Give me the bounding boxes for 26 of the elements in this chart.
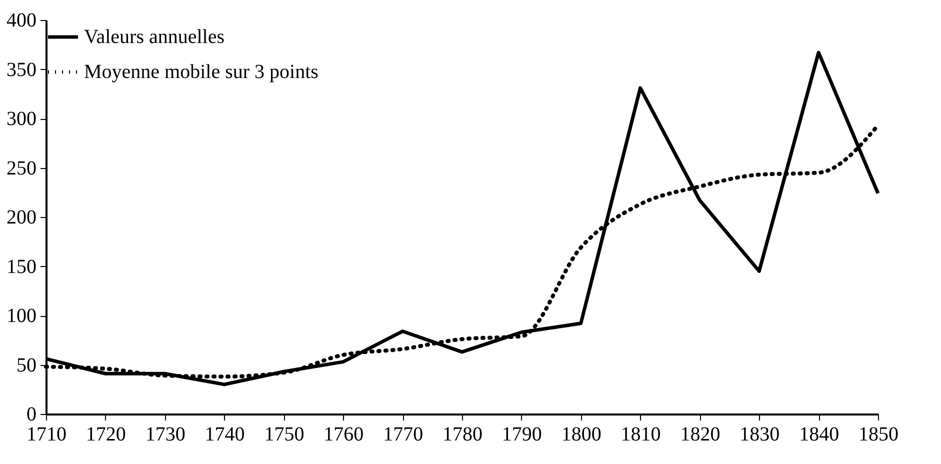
y-tick-label: 50 bbox=[16, 354, 36, 376]
legend-label: Valeurs annuelles bbox=[84, 26, 225, 48]
x-tick-label: 1810 bbox=[620, 424, 661, 446]
x-tick-label: 1780 bbox=[442, 424, 482, 446]
y-tick-label: 400 bbox=[6, 10, 36, 32]
y-tick-label: 350 bbox=[6, 58, 36, 81]
y-tick-label: 300 bbox=[6, 108, 36, 130]
y-tick-label: 150 bbox=[6, 256, 36, 278]
y-tick-label: 250 bbox=[6, 157, 36, 180]
x-tick-label: 1730 bbox=[145, 424, 186, 446]
x-tick-label: 1740 bbox=[204, 424, 245, 446]
y-tick-label: 100 bbox=[6, 305, 36, 327]
x-tick-label: 1800 bbox=[561, 424, 602, 446]
x-tick-label: 1820 bbox=[680, 424, 720, 446]
legend-label: Moyenne mobile sur 3 points bbox=[84, 61, 319, 83]
y-tick-label: 0 bbox=[26, 404, 36, 426]
x-tick-label: 1750 bbox=[264, 424, 304, 446]
y-tick-label: 200 bbox=[6, 206, 36, 228]
x-tick-label: 1840 bbox=[799, 424, 840, 446]
x-tick-label: 1790 bbox=[502, 424, 542, 446]
x-tick-label: 1830 bbox=[740, 424, 780, 446]
x-tick-label: 1760 bbox=[324, 424, 364, 446]
x-tick-label: 1710 bbox=[26, 424, 66, 446]
x-tick-label: 1720 bbox=[86, 424, 126, 446]
x-tick-label: 1850 bbox=[858, 424, 898, 446]
x-tick-label: 1770 bbox=[383, 424, 424, 446]
